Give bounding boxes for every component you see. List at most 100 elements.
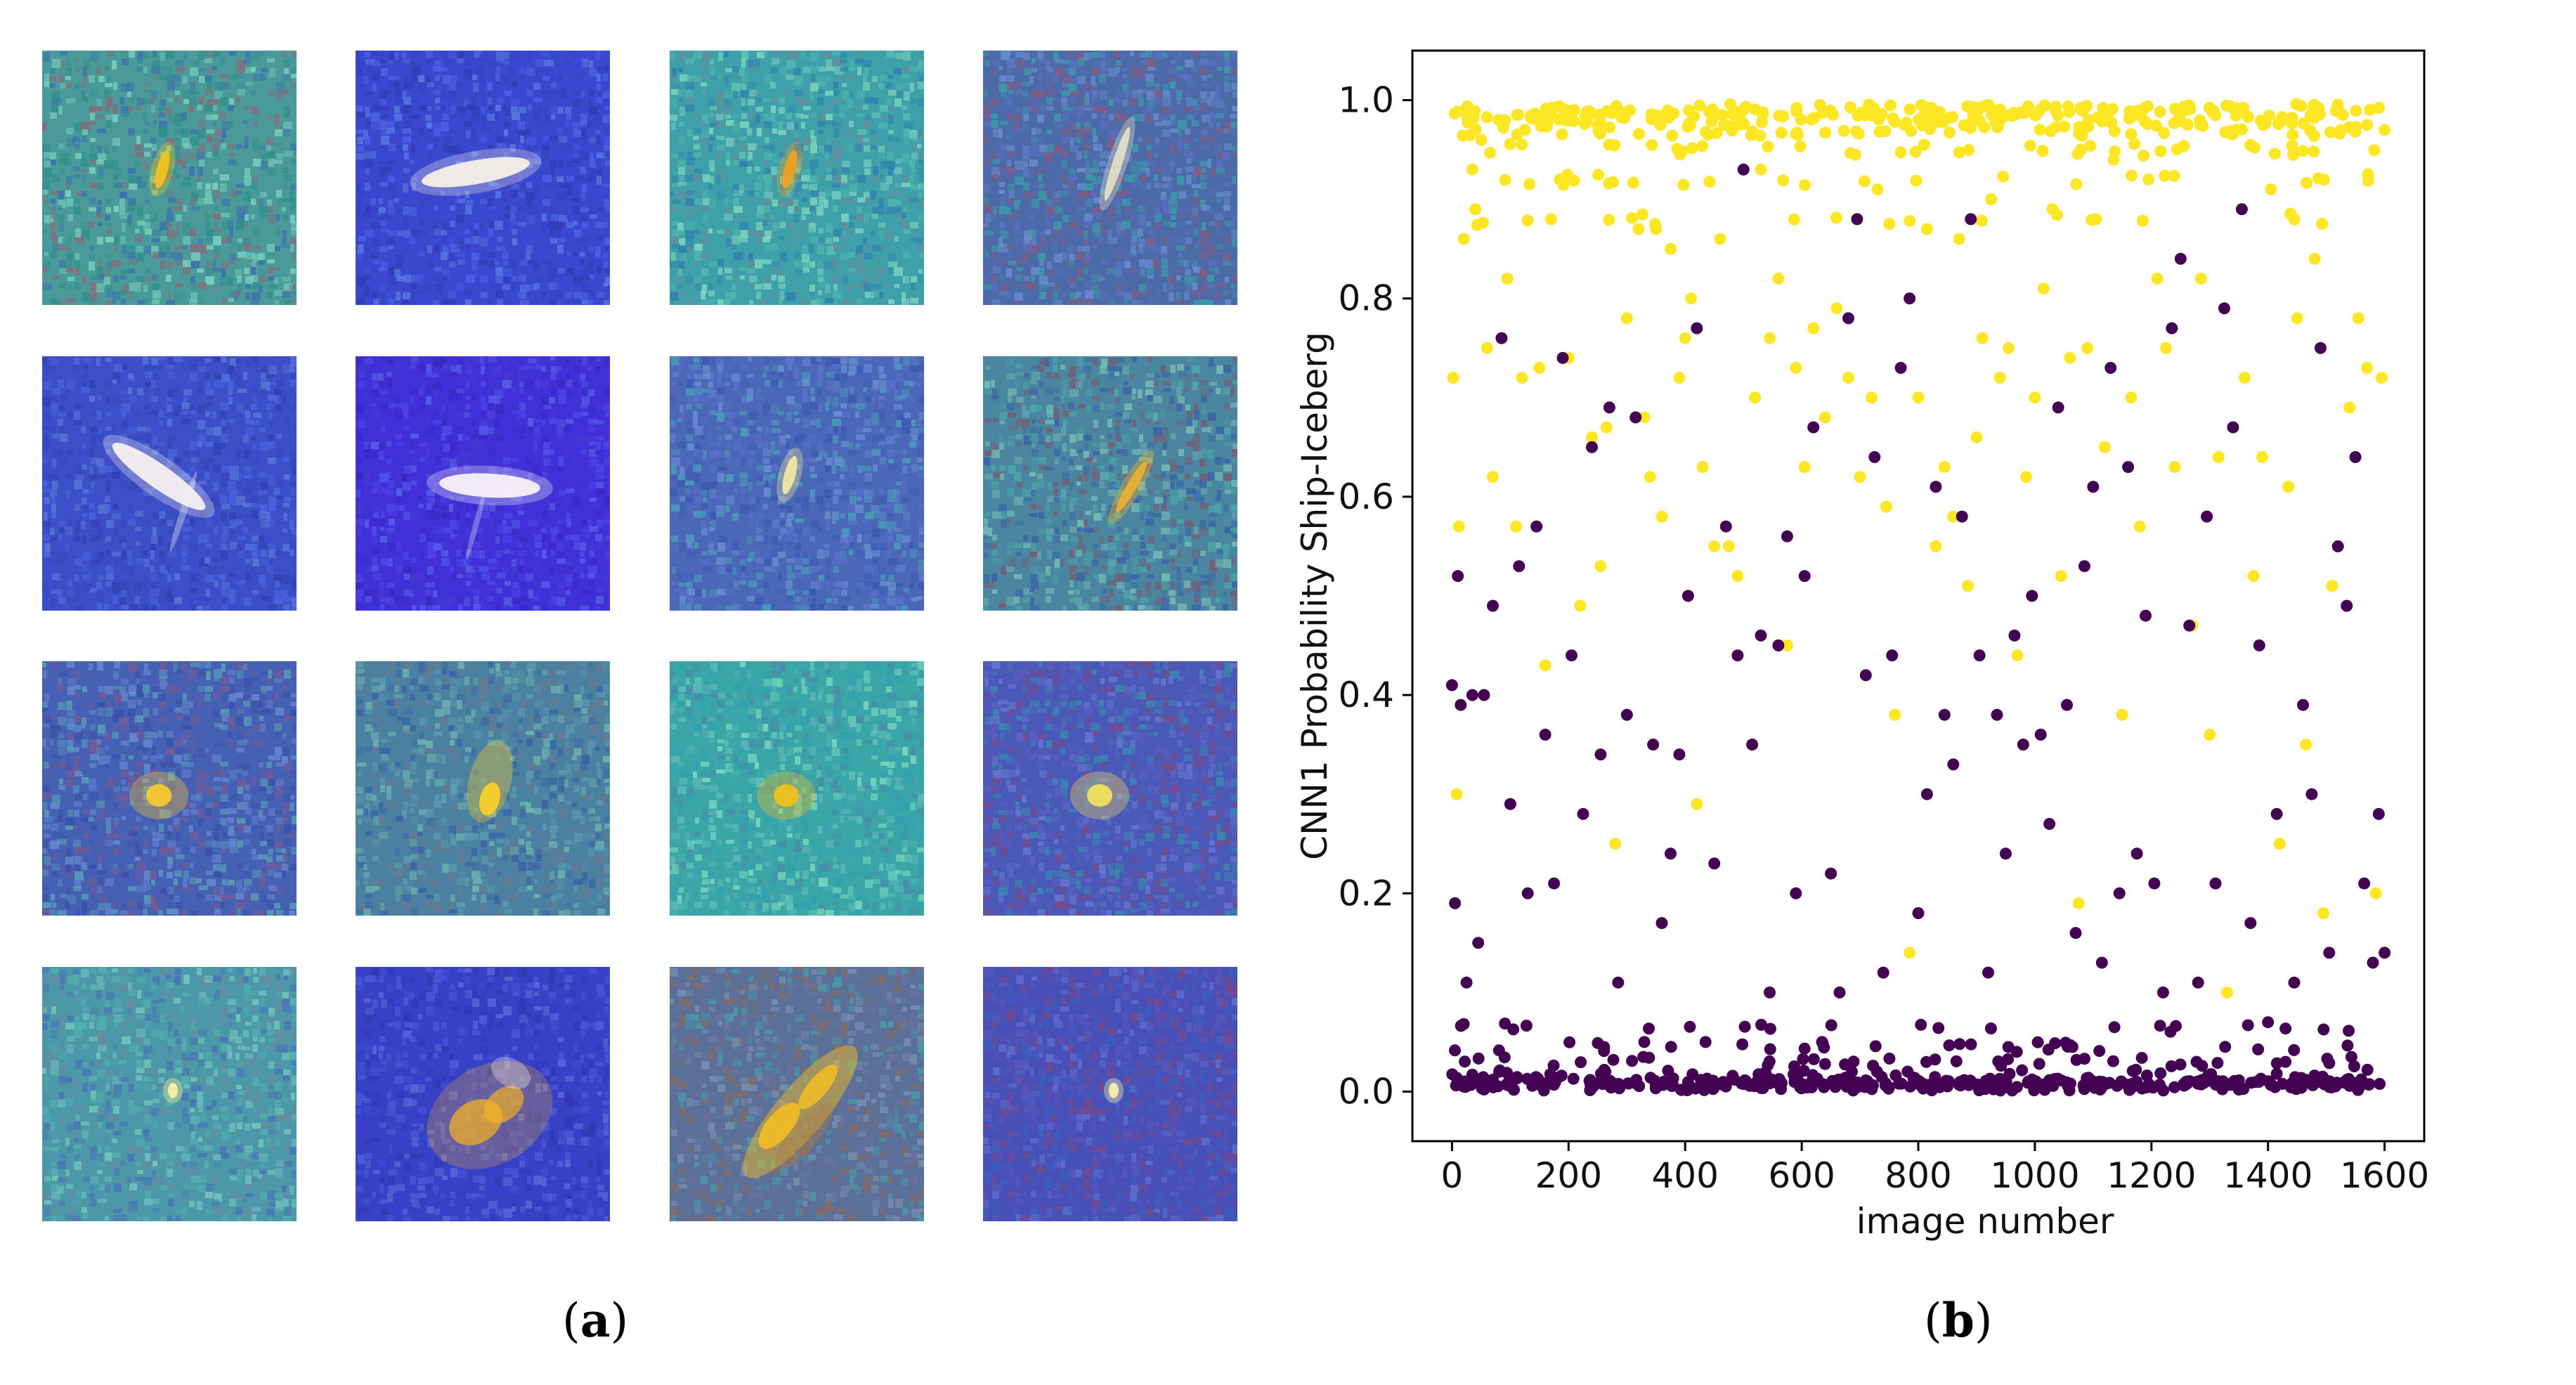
ship-point (2135, 1052, 2148, 1064)
ship-point (1991, 708, 2003, 721)
ship-point (1603, 401, 1615, 414)
iceberg-point (1904, 214, 1916, 227)
ship-point (1915, 1079, 1927, 1092)
thumbnail-image (42, 356, 297, 611)
sar-thumbnail-r3c3 (670, 661, 924, 916)
iceberg-point (1691, 798, 1703, 810)
iceberg-point (2286, 112, 2298, 124)
iceberg-point (2107, 153, 2120, 166)
iceberg-point (1703, 176, 1716, 188)
iceberg-point (1521, 214, 1534, 227)
iceberg-point (1791, 129, 1804, 141)
iceberg-point (1962, 580, 1974, 592)
iceberg-point (1909, 145, 1922, 158)
ship-point (2341, 1039, 2354, 1052)
ship-point (2341, 599, 2353, 612)
ship-point (1630, 1074, 1643, 1086)
x-axis-title: image number (1856, 1201, 2114, 1242)
iceberg-point (2024, 139, 2036, 152)
iceberg-point (1842, 372, 1854, 384)
ship-point (1868, 451, 1881, 463)
iceberg-point (2138, 149, 2150, 162)
iceberg-point (2368, 144, 2381, 157)
ship-point (1797, 1053, 1809, 1065)
ship-point (2201, 1070, 2214, 1082)
iceberg-point (1516, 138, 1528, 151)
ship-point (2154, 1020, 2166, 1032)
iceberg-point (1524, 110, 1537, 122)
ship-point (1592, 1036, 1604, 1049)
ship-point (1736, 1038, 1749, 1051)
ship-point (1445, 679, 1458, 691)
iceberg-point (2070, 178, 2083, 190)
iceberg-point (1501, 273, 1514, 285)
ship-point (1466, 689, 1478, 701)
iceberg-point (2300, 739, 2312, 751)
plot-points (1445, 98, 2391, 1097)
iceberg-point (1807, 322, 1820, 334)
panel-b-label-letter: b (1941, 1293, 1975, 1348)
iceberg-point (1700, 126, 1712, 138)
iceberg-point (1586, 431, 1598, 443)
iceberg-point (2256, 451, 2268, 463)
iceberg-point (1866, 391, 1878, 404)
ship-point (2113, 887, 2126, 899)
iceberg-point (2072, 897, 2085, 909)
ship-point (1629, 411, 1642, 424)
target-object (1070, 772, 1129, 819)
iceberg-point (1603, 214, 1615, 226)
iceberg-point (2361, 362, 2374, 374)
iceberg-point (1450, 788, 1463, 800)
ship-point (2279, 1022, 2292, 1035)
target-object (1099, 117, 1136, 211)
ship-point (1563, 1036, 1576, 1048)
ship-point (2235, 203, 2248, 216)
iceberg-point (1918, 138, 1930, 151)
ship-point (1915, 1018, 1927, 1031)
ship-point (2219, 1041, 2232, 1053)
target-object (776, 142, 803, 197)
iceberg-point (2324, 126, 2336, 138)
ship-point (2048, 1073, 2061, 1086)
ship-point (1773, 1073, 1785, 1086)
iceberg-point (1724, 98, 1736, 110)
iceberg-point (1790, 362, 1802, 374)
iceberg-point (2212, 451, 2225, 463)
thumbnail-image (356, 967, 610, 1221)
ship-point (2042, 1043, 2055, 1056)
ship-point (2279, 1055, 2292, 1068)
x-tick-label: 0 (1440, 1155, 1463, 1196)
iceberg-point (1967, 100, 1979, 113)
ship-point (1746, 739, 1759, 751)
ship-point (1781, 530, 1793, 542)
iceberg-point (1492, 114, 1505, 126)
iceberg-point (2136, 214, 2149, 227)
ship-point (1798, 570, 1811, 583)
target-object (427, 465, 553, 560)
iceberg-point (2062, 100, 2074, 112)
ship-point (2209, 877, 2222, 890)
plot-frame (1411, 49, 2426, 1143)
iceberg-point (2149, 119, 2162, 132)
ship-point (1912, 907, 1925, 919)
iceberg-point (2308, 252, 2321, 265)
iceberg-point (2108, 125, 2121, 138)
iceberg-point (1943, 126, 1956, 139)
iceberg-point (2286, 129, 2299, 141)
ship-point (2242, 1019, 2254, 1032)
iceberg-point (1991, 121, 2004, 134)
iceberg-point (1889, 708, 1901, 721)
iceberg-point (2317, 907, 2329, 919)
iceberg-point (2194, 273, 2207, 285)
iceberg-point (2154, 145, 2167, 157)
ship-point (1638, 1036, 1651, 1048)
iceberg-point (1636, 208, 1648, 221)
iceberg-point (1632, 128, 1645, 141)
iceberg-point (2362, 174, 2374, 187)
iceberg-point (1888, 115, 1901, 128)
ship-point (2174, 1058, 2187, 1071)
sar-thumbnail-r3c2 (356, 661, 610, 916)
iceberg-point (2116, 708, 2128, 721)
ship-point (1965, 213, 1977, 226)
iceberg-point (1457, 233, 1470, 245)
